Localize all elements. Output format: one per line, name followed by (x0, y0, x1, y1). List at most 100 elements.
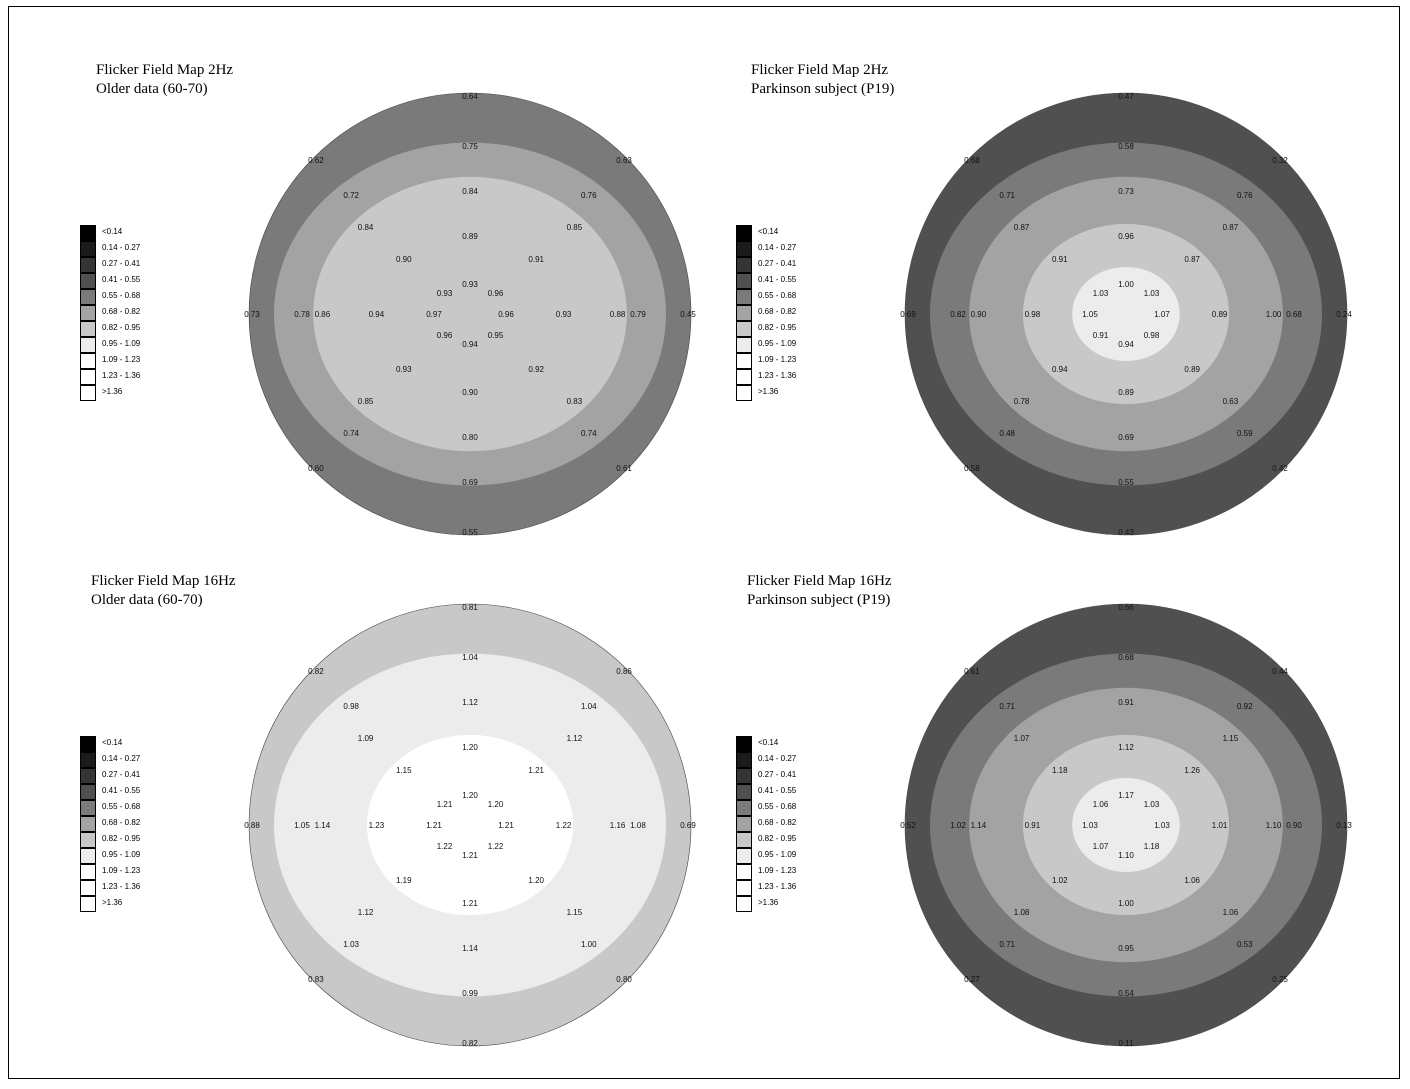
value-label: 0.55 (1118, 478, 1134, 487)
legend-swatch (80, 896, 96, 912)
value-label: 0.27 (964, 975, 980, 984)
legend-swatch (80, 816, 96, 832)
value-label: 0.60 (308, 464, 324, 473)
value-label: 0.91 (1052, 255, 1068, 264)
value-label: 0.79 (630, 310, 646, 319)
value-label: 0.87 (1184, 255, 1200, 264)
panel-2-field-map: 0.47 0.68 0.32 0.69 0.24 0.58 0.42 0.43 0.58 0.71… (900, 92, 1352, 537)
legend-row: 0.82 - 0.95 (736, 832, 876, 848)
value-label: 0.59 (1237, 429, 1253, 438)
panel-1-title-line1: Flicker Field Map 2Hz (96, 62, 234, 78)
value-label: 1.08 (630, 821, 646, 830)
value-label: 0.83 (567, 397, 583, 406)
value-label: 0.90 (396, 255, 412, 264)
legend-swatch (736, 896, 752, 912)
value-label: 1.26 (1184, 766, 1200, 775)
legend-label: >1.36 (758, 387, 779, 396)
legend-row: 0.82 - 0.95 (736, 321, 876, 337)
legend-label: 0.27 - 0.41 (102, 770, 141, 779)
legend-swatch (736, 848, 752, 864)
value-label: 0.91 (1093, 331, 1109, 340)
legend-row: 0.68 - 0.82 (736, 305, 876, 321)
value-label: 1.21 (498, 821, 514, 830)
value-label: 0.85 (358, 397, 374, 406)
value-label: 1.00 (581, 940, 597, 949)
value-label: 0.52 (900, 821, 916, 830)
value-label: 0.93 (396, 365, 412, 374)
legend-swatch (80, 784, 96, 800)
legend-row: 0.55 - 0.68 (736, 289, 876, 305)
value-label: 0.84 (462, 187, 478, 196)
legend-label: 1.23 - 1.36 (758, 371, 797, 380)
legend-row: 0.68 - 0.82 (80, 305, 220, 321)
value-label: 1.02 (1052, 876, 1068, 885)
value-label: 0.98 (343, 702, 359, 711)
value-label: 1.14 (971, 821, 987, 830)
legend-label: 0.82 - 0.95 (102, 834, 141, 843)
legend-swatch (736, 273, 752, 289)
value-label: 1.07 (1014, 734, 1030, 743)
legend-swatch (736, 800, 752, 816)
value-label: 0.91 (528, 255, 544, 264)
panel-4-legend: <0.14 0.14 - 0.27 0.27 - 0.41 0.41 - 0.55 0.… (736, 736, 876, 912)
legend-swatch (736, 321, 752, 337)
value-label: 0.94 (1118, 340, 1134, 349)
legend-row: >1.36 (80, 385, 220, 401)
value-label: 0.69 (1118, 433, 1134, 442)
value-label: 0.90 (971, 310, 987, 319)
panel-4-title-line2: Parkinson subject (P19) (747, 592, 891, 608)
legend-label: 0.95 - 1.09 (758, 339, 797, 348)
legend-row: 0.68 - 0.82 (80, 816, 220, 832)
legend-row: 0.95 - 1.09 (80, 337, 220, 353)
value-label: 0.78 (1014, 397, 1030, 406)
legend-row: 0.55 - 0.68 (736, 800, 876, 816)
legend-swatch (80, 768, 96, 784)
value-label: 1.07 (1093, 842, 1109, 851)
value-label: 0.44 (1272, 667, 1288, 676)
legend-label: 0.82 - 0.95 (758, 834, 797, 843)
legend-swatch (736, 816, 752, 832)
value-label: 0.91 (1118, 698, 1134, 707)
legend-swatch (80, 736, 96, 752)
legend-label: 0.82 - 0.95 (102, 323, 141, 332)
value-label: 0.96 (498, 310, 514, 319)
panel-4-title: Flicker Field Map 16Hz Parkinson subject… (747, 572, 892, 610)
value-label: 1.03 (1154, 821, 1170, 830)
legend-swatch (736, 337, 752, 353)
value-label: 1.06 (1093, 800, 1109, 809)
value-label: 1.03 (343, 940, 359, 949)
legend-swatch (80, 385, 96, 401)
value-label: 0.90 (462, 388, 478, 397)
legend-label: 0.68 - 0.82 (758, 818, 797, 827)
legend-label: <0.14 (102, 738, 123, 747)
legend-row: 1.23 - 1.36 (736, 369, 876, 385)
panel-4-title-line1: Flicker Field Map 16Hz (747, 573, 892, 589)
value-label: 0.63 (616, 156, 632, 165)
legend-label: 0.55 - 0.68 (102, 291, 141, 300)
legend-swatch (736, 385, 752, 401)
value-label: 0.32 (1272, 156, 1288, 165)
legend-row: 0.27 - 0.41 (80, 768, 220, 784)
value-label: 1.02 (950, 821, 966, 830)
legend-row: 1.09 - 1.23 (80, 864, 220, 880)
value-label: 0.73 (1118, 187, 1134, 196)
value-label: 0.93 (462, 280, 478, 289)
legend-label: 0.41 - 0.55 (102, 275, 141, 284)
value-label: 0.72 (343, 191, 359, 200)
legend-row: 0.41 - 0.55 (736, 784, 876, 800)
value-label: 0.76 (1237, 191, 1253, 200)
legend-swatch (80, 880, 96, 896)
value-label: 0.83 (308, 975, 324, 984)
value-label: 0.61 (616, 464, 632, 473)
legend-row: 1.23 - 1.36 (80, 369, 220, 385)
contour-band (416, 777, 524, 873)
legend-row: 0.95 - 1.09 (736, 337, 876, 353)
value-label: 0.80 (462, 433, 478, 442)
legend-swatch (736, 289, 752, 305)
value-label: 0.93 (437, 289, 453, 298)
panel-1-legend: <0.14 0.14 - 0.27 0.27 - 0.41 0.41 - 0.55 0.… (80, 225, 220, 401)
legend-swatch (736, 832, 752, 848)
legend-label: 1.09 - 1.23 (102, 355, 141, 364)
panel-1-field-map: 0.64 0.62 0.63 0.73 0.45 0.60 0.61 0.55 0.75 0.72… (244, 92, 696, 537)
legend-row: >1.36 (736, 896, 876, 912)
